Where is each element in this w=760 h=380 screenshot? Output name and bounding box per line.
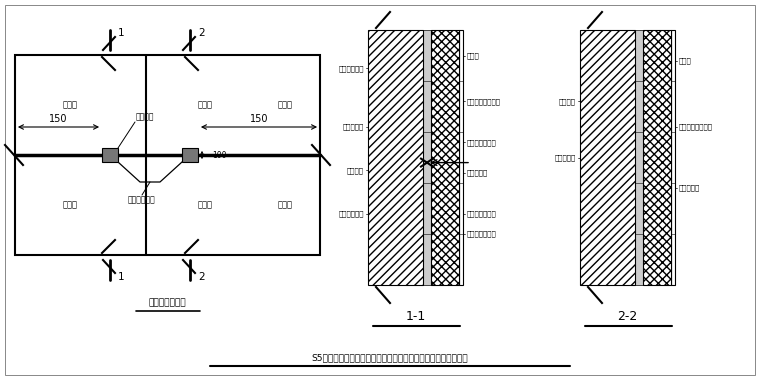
Bar [182,148,198,162]
Text: S5工程精装修大堂墙面湿贴工艺氧化砖连贴局部加强做法示意图: S5工程精装修大堂墙面湿贴工艺氧化砖连贴局部加强做法示意图 [312,353,468,363]
Bar [580,30,635,285]
Text: 氧化砖强力粘结剂: 氧化砖强力粘结剂 [679,124,713,130]
Text: 采用云石胶固定: 采用云石胶固定 [467,231,497,237]
Text: 氧化砖: 氧化砖 [277,100,293,109]
Text: 云石胶快速固定: 云石胶快速固定 [467,139,497,146]
Text: 150: 150 [250,114,268,124]
Text: 堵砖立面示意图: 堵砖立面示意图 [149,299,186,307]
Text: 锚件抹支层: 锚件抹支层 [555,154,576,161]
Text: 射钉固定: 射钉固定 [136,112,154,122]
Text: 墙体基层: 墙体基层 [559,98,576,105]
Text: 氧化砖: 氧化砖 [679,57,692,64]
Bar [459,30,463,285]
Text: 2: 2 [198,272,204,282]
Text: 不锈钢嵌接件: 不锈钢嵌接件 [128,195,156,204]
Bar [671,30,675,285]
Text: 氧化砖: 氧化砖 [277,201,293,209]
Text: 氧化砖: 氧化砖 [62,100,78,109]
Text: 1: 1 [118,28,125,38]
Text: 锚件抹支层: 锚件抹支层 [343,124,364,130]
Text: 氧化砖: 氧化砖 [198,201,213,209]
Bar [423,30,431,285]
Text: 2: 2 [198,28,204,38]
Text: 氧化砖背面开槽: 氧化砖背面开槽 [467,210,497,217]
Bar [431,30,459,285]
Bar [102,148,118,162]
Bar [643,30,671,285]
Bar [15,55,320,255]
Text: 1: 1 [118,272,125,282]
Text: 100: 100 [212,150,226,160]
Bar [635,30,643,285]
Text: 射钉固定: 射钉固定 [347,167,364,174]
Text: 结构墙体基层: 结构墙体基层 [338,65,364,71]
Text: 氧化砖: 氧化砖 [62,201,78,209]
Text: 氧化砖强力粘结剂: 氧化砖强力粘结剂 [467,98,501,105]
Text: 1-1: 1-1 [405,310,426,323]
Text: 150: 150 [49,114,68,124]
Text: 不锈钢连接件: 不锈钢连接件 [338,210,364,217]
Text: 氧化砖: 氧化砖 [467,52,480,59]
Bar [368,30,423,285]
Text: 模缝剂填缝: 模缝剂填缝 [679,185,700,192]
Text: 氧化砖: 氧化砖 [198,100,213,109]
Text: 模缝剂填缝: 模缝剂填缝 [467,169,488,176]
Text: 2-2: 2-2 [617,310,638,323]
